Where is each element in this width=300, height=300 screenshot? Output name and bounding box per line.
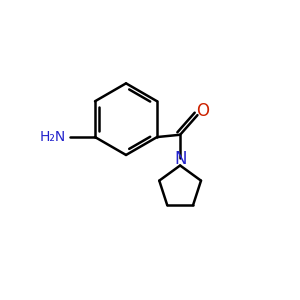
Text: N: N — [174, 149, 186, 167]
Text: O: O — [196, 102, 209, 120]
Text: H₂N: H₂N — [40, 130, 66, 144]
